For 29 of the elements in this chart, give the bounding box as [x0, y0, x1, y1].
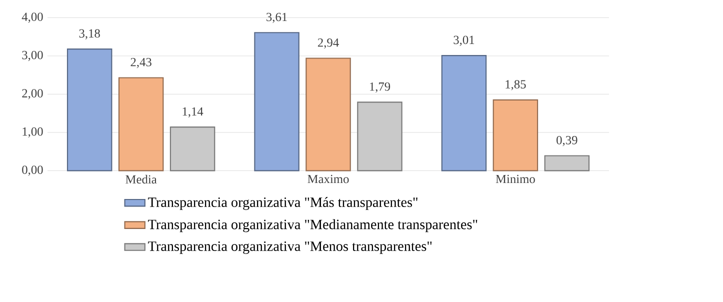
- x-tick-label: Maximo: [308, 174, 349, 183]
- data-label: 3,01: [454, 36, 474, 46]
- legend-label: Transparencia organizativa "Más transparentes": [148, 196, 418, 210]
- bar: [441, 54, 487, 171]
- bar: [492, 99, 538, 171]
- data-label: 2,94: [318, 38, 339, 48]
- x-tick-label: Minimo: [496, 174, 535, 183]
- data-label: 0,39: [556, 136, 578, 146]
- bar: [306, 57, 351, 171]
- legend-label: Transparencia organizativa "Menos transparentes": [148, 241, 432, 254]
- data-label: 3,61: [266, 12, 287, 23]
- bar: [118, 76, 164, 171]
- data-label: 1,79: [370, 82, 390, 92]
- data-label: 1,14: [182, 107, 204, 118]
- bar: [66, 48, 112, 171]
- data-label: 1,85: [506, 80, 526, 90]
- bar: [544, 155, 590, 171]
- bar: [357, 101, 402, 171]
- y-tick-label: 4,00: [22, 12, 43, 23]
- data-label: 3,18: [79, 29, 100, 40]
- y-tick-label: 3,00: [22, 50, 43, 61]
- legend-label: Transparencia organizativa "Medianamente transparentes": [148, 219, 478, 232]
- data-label: 2,43: [130, 58, 152, 68]
- y-tick-label: 0,00: [22, 165, 43, 176]
- y-tick-label: 2,00: [22, 88, 43, 100]
- x-tick-label: Media: [126, 174, 157, 184]
- bar: [254, 32, 300, 171]
- bar: [170, 126, 216, 171]
- y-tick-label: 1,00: [22, 127, 43, 138]
